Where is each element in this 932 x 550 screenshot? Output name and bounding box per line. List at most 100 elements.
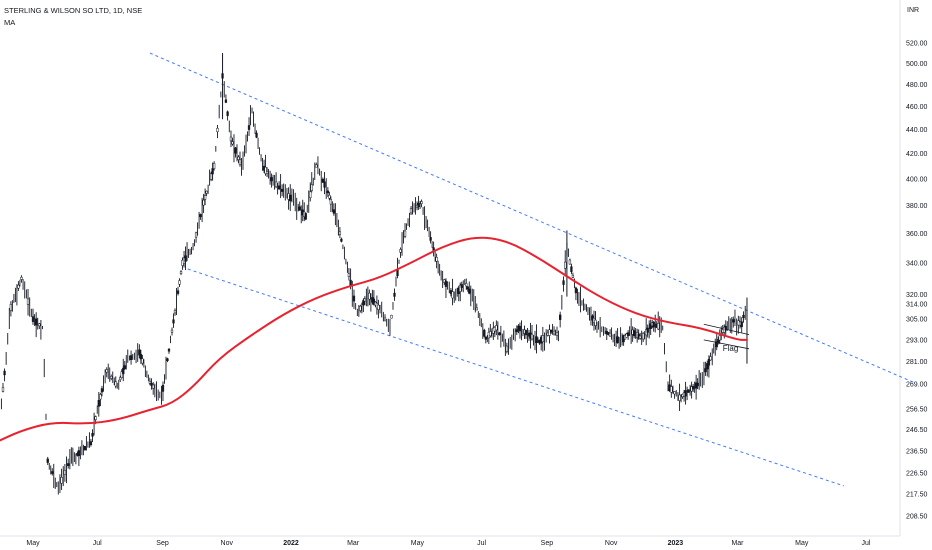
candle-body	[152, 384, 155, 389]
candle-body	[255, 132, 258, 138]
y-tick-label: 400.00	[906, 176, 928, 183]
candle-body	[211, 168, 214, 175]
candle-body	[46, 458, 49, 463]
candle-body	[77, 450, 81, 457]
x-tick-label: Jul	[861, 540, 870, 547]
candle-body	[483, 329, 486, 337]
candle-body	[706, 363, 709, 370]
candle-body	[231, 141, 234, 145]
candle-body	[704, 368, 707, 373]
candle-body	[564, 261, 567, 269]
candle-body	[97, 399, 100, 407]
candle-body	[129, 355, 133, 360]
candle-body	[340, 238, 343, 242]
x-tick-label: Mar	[347, 540, 360, 547]
candle-body	[429, 237, 432, 241]
indicator-label: MA	[4, 18, 16, 27]
candle-body	[226, 111, 229, 116]
candle-body	[732, 319, 735, 323]
candle-body	[38, 323, 41, 327]
candle-body	[332, 209, 336, 214]
candle-body	[652, 322, 655, 328]
x-tick-label: May	[795, 540, 809, 547]
y-tick-label: 480.00	[906, 82, 928, 89]
candle-body	[265, 171, 269, 174]
candle-body	[403, 230, 407, 237]
candle-body	[390, 315, 393, 319]
candle-body	[515, 329, 518, 333]
flag-annotation: Flag	[723, 344, 739, 353]
candle-body	[687, 389, 690, 393]
candle-body	[549, 329, 553, 333]
flag-lower-line	[703, 339, 750, 350]
y-tick-label: 380.00	[906, 203, 928, 210]
candle-body	[444, 280, 448, 287]
candle-body	[139, 354, 143, 360]
candle-body	[626, 332, 630, 336]
candle-body	[237, 156, 240, 160]
x-tick-label: Nov	[221, 540, 234, 547]
candle-body	[420, 201, 423, 204]
candle-body	[123, 365, 126, 370]
y-tick-label: 269.00	[906, 382, 928, 389]
candle-body	[715, 341, 718, 348]
candle-body	[35, 318, 38, 326]
symbol-title: STERLING & WILSON SO LTD, 1D, NSE	[4, 6, 143, 15]
candle-body	[114, 381, 117, 387]
candle-body	[105, 369, 108, 373]
candle-body	[524, 330, 528, 336]
candle-body	[60, 477, 63, 484]
y-tick-label: 320.00	[906, 292, 928, 299]
candle-body	[323, 181, 326, 188]
candle-body	[498, 332, 501, 335]
candle-body	[51, 471, 54, 474]
candle-body	[657, 323, 660, 330]
candle-body	[83, 446, 87, 451]
candle-body	[119, 377, 122, 380]
y-tick-label: 440.00	[906, 127, 928, 134]
candle-body	[646, 327, 649, 333]
candle-body	[247, 125, 251, 130]
candle-body	[562, 280, 565, 285]
candle-body	[94, 416, 97, 420]
candle-body	[26, 298, 30, 305]
x-tick-label: Mar	[731, 540, 744, 547]
candle-body	[717, 339, 720, 343]
candle-body	[176, 290, 180, 294]
candle-body	[167, 348, 171, 352]
lower-channel-trendline	[187, 268, 845, 487]
trendlines-layer	[149, 52, 914, 487]
candle-body	[484, 336, 487, 340]
candle-body	[309, 191, 312, 199]
candle-body	[280, 188, 284, 192]
candle-body	[234, 147, 237, 154]
candle-body	[691, 386, 695, 390]
candle-body	[495, 325, 498, 331]
candle-body	[224, 99, 228, 103]
candle-body	[17, 284, 20, 289]
x-tick-label: 2022	[283, 540, 299, 547]
candle-body	[179, 271, 183, 274]
candle-body	[212, 163, 216, 169]
candle-body	[466, 286, 469, 290]
candle-body	[298, 206, 301, 211]
candle-body	[740, 321, 743, 328]
candle-body	[184, 255, 187, 262]
candle-body	[377, 304, 380, 310]
candle-body	[451, 291, 454, 299]
candle-body	[570, 266, 573, 272]
candle-body	[670, 386, 673, 393]
candle-body	[435, 257, 438, 262]
y-tick-label: 293.00	[906, 337, 928, 344]
candle-body	[310, 184, 313, 191]
candle-body	[399, 249, 402, 253]
candle-body	[238, 159, 242, 166]
y-tick-label: 420.00	[906, 151, 928, 158]
y-tick-label: 500.00	[906, 61, 928, 68]
candle-body	[338, 231, 342, 235]
candle-body	[475, 307, 478, 311]
candle-body	[304, 213, 307, 220]
candle-body	[489, 331, 492, 337]
x-tick-label: Jul	[477, 540, 486, 547]
